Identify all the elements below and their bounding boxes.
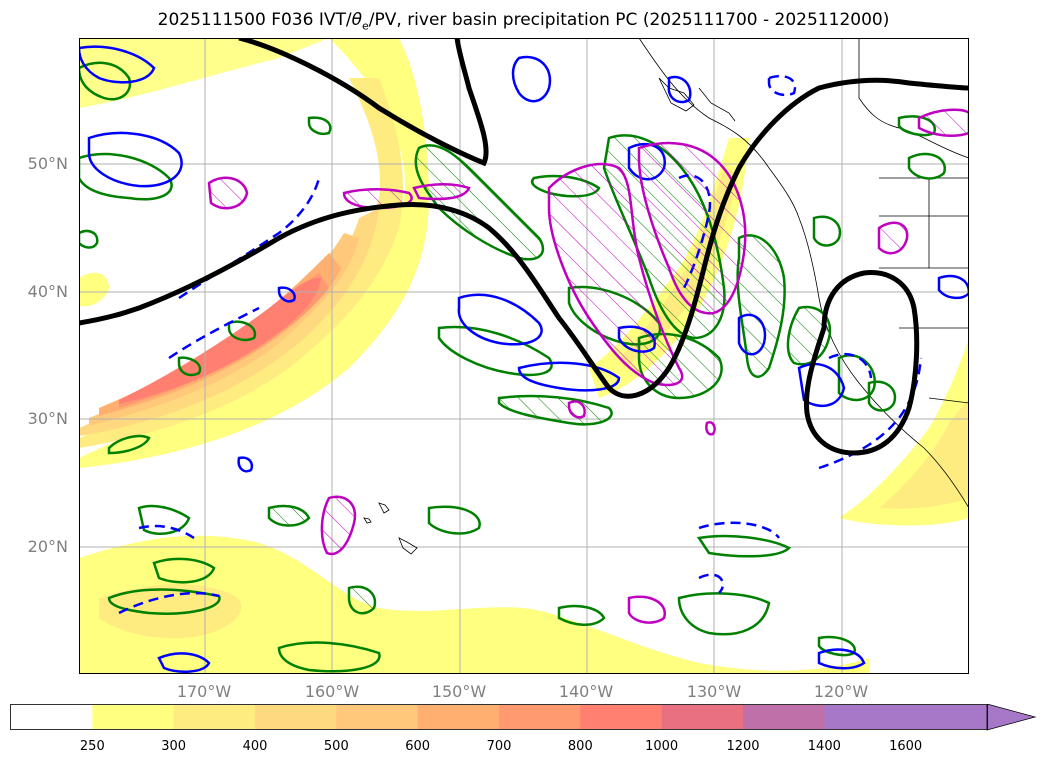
map-title: 2025111500 F036 IVT/θe/PV, river basin p… <box>157 10 890 33</box>
colorbar-segment <box>905 705 988 729</box>
colorbar-segment <box>661 705 744 729</box>
colorbar-tick-label: 700 <box>486 739 512 754</box>
colorbar-tick-label: 1000 <box>645 739 679 754</box>
graticule <box>79 38 969 674</box>
colorbar-segment <box>580 705 663 729</box>
lat-label-20n: 20°N <box>27 537 68 556</box>
colorbar-segment <box>11 705 93 729</box>
map-canvas <box>79 38 969 674</box>
colorbar-segment <box>417 705 500 729</box>
lon-label-120w: 120°W <box>813 682 869 701</box>
colorbar-tick-label: 1400 <box>807 739 841 754</box>
theta-e-contours <box>79 38 969 456</box>
colorbar-tick-label: 300 <box>161 739 187 754</box>
colorbar-segment <box>92 705 175 729</box>
colorbar-extend-arrow <box>986 703 1037 731</box>
lat-label-50n: 50°N <box>27 154 68 173</box>
lon-label-130w: 130°W <box>686 682 742 701</box>
colorbar-segment <box>743 705 825 729</box>
lon-label-170w: 170°W <box>176 682 232 701</box>
colorbar-segment <box>336 705 419 729</box>
map-panel <box>79 38 969 674</box>
colorbar-segment <box>824 705 907 729</box>
lat-label-30n: 30°N <box>27 409 68 428</box>
lon-label-140w: 140°W <box>558 682 614 701</box>
colorbar-segment <box>173 705 256 729</box>
colorbar-segment <box>255 705 337 729</box>
colorbar <box>10 703 1038 734</box>
precip-pc-contours <box>207 108 969 624</box>
colorbar-tick-label: 400 <box>242 739 268 754</box>
colorbar-tick-label: 250 <box>79 739 105 754</box>
coastlines <box>363 38 969 555</box>
colorbar-tick-label: 1600 <box>889 739 923 754</box>
lon-label-150w: 150°W <box>431 682 487 701</box>
colorbar-tick-label: 1200 <box>726 739 760 754</box>
colorbar-tick-label: 800 <box>567 739 593 754</box>
lat-label-40n: 40°N <box>27 282 68 301</box>
colorbar-tick-label: 600 <box>405 739 431 754</box>
lon-label-160w: 160°W <box>304 682 360 701</box>
colorbar-segment <box>499 705 581 729</box>
colorbar-tick-label: 500 <box>323 739 349 754</box>
